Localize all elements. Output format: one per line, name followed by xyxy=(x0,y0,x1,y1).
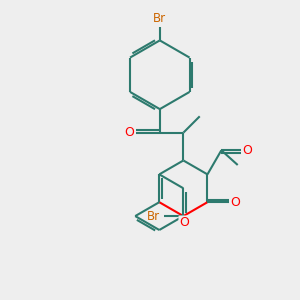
Text: O: O xyxy=(230,196,240,209)
Text: O: O xyxy=(243,144,253,157)
Text: O: O xyxy=(179,216,189,229)
Text: O: O xyxy=(124,126,134,139)
Text: Br: Br xyxy=(147,210,160,223)
Text: Br: Br xyxy=(153,12,167,25)
